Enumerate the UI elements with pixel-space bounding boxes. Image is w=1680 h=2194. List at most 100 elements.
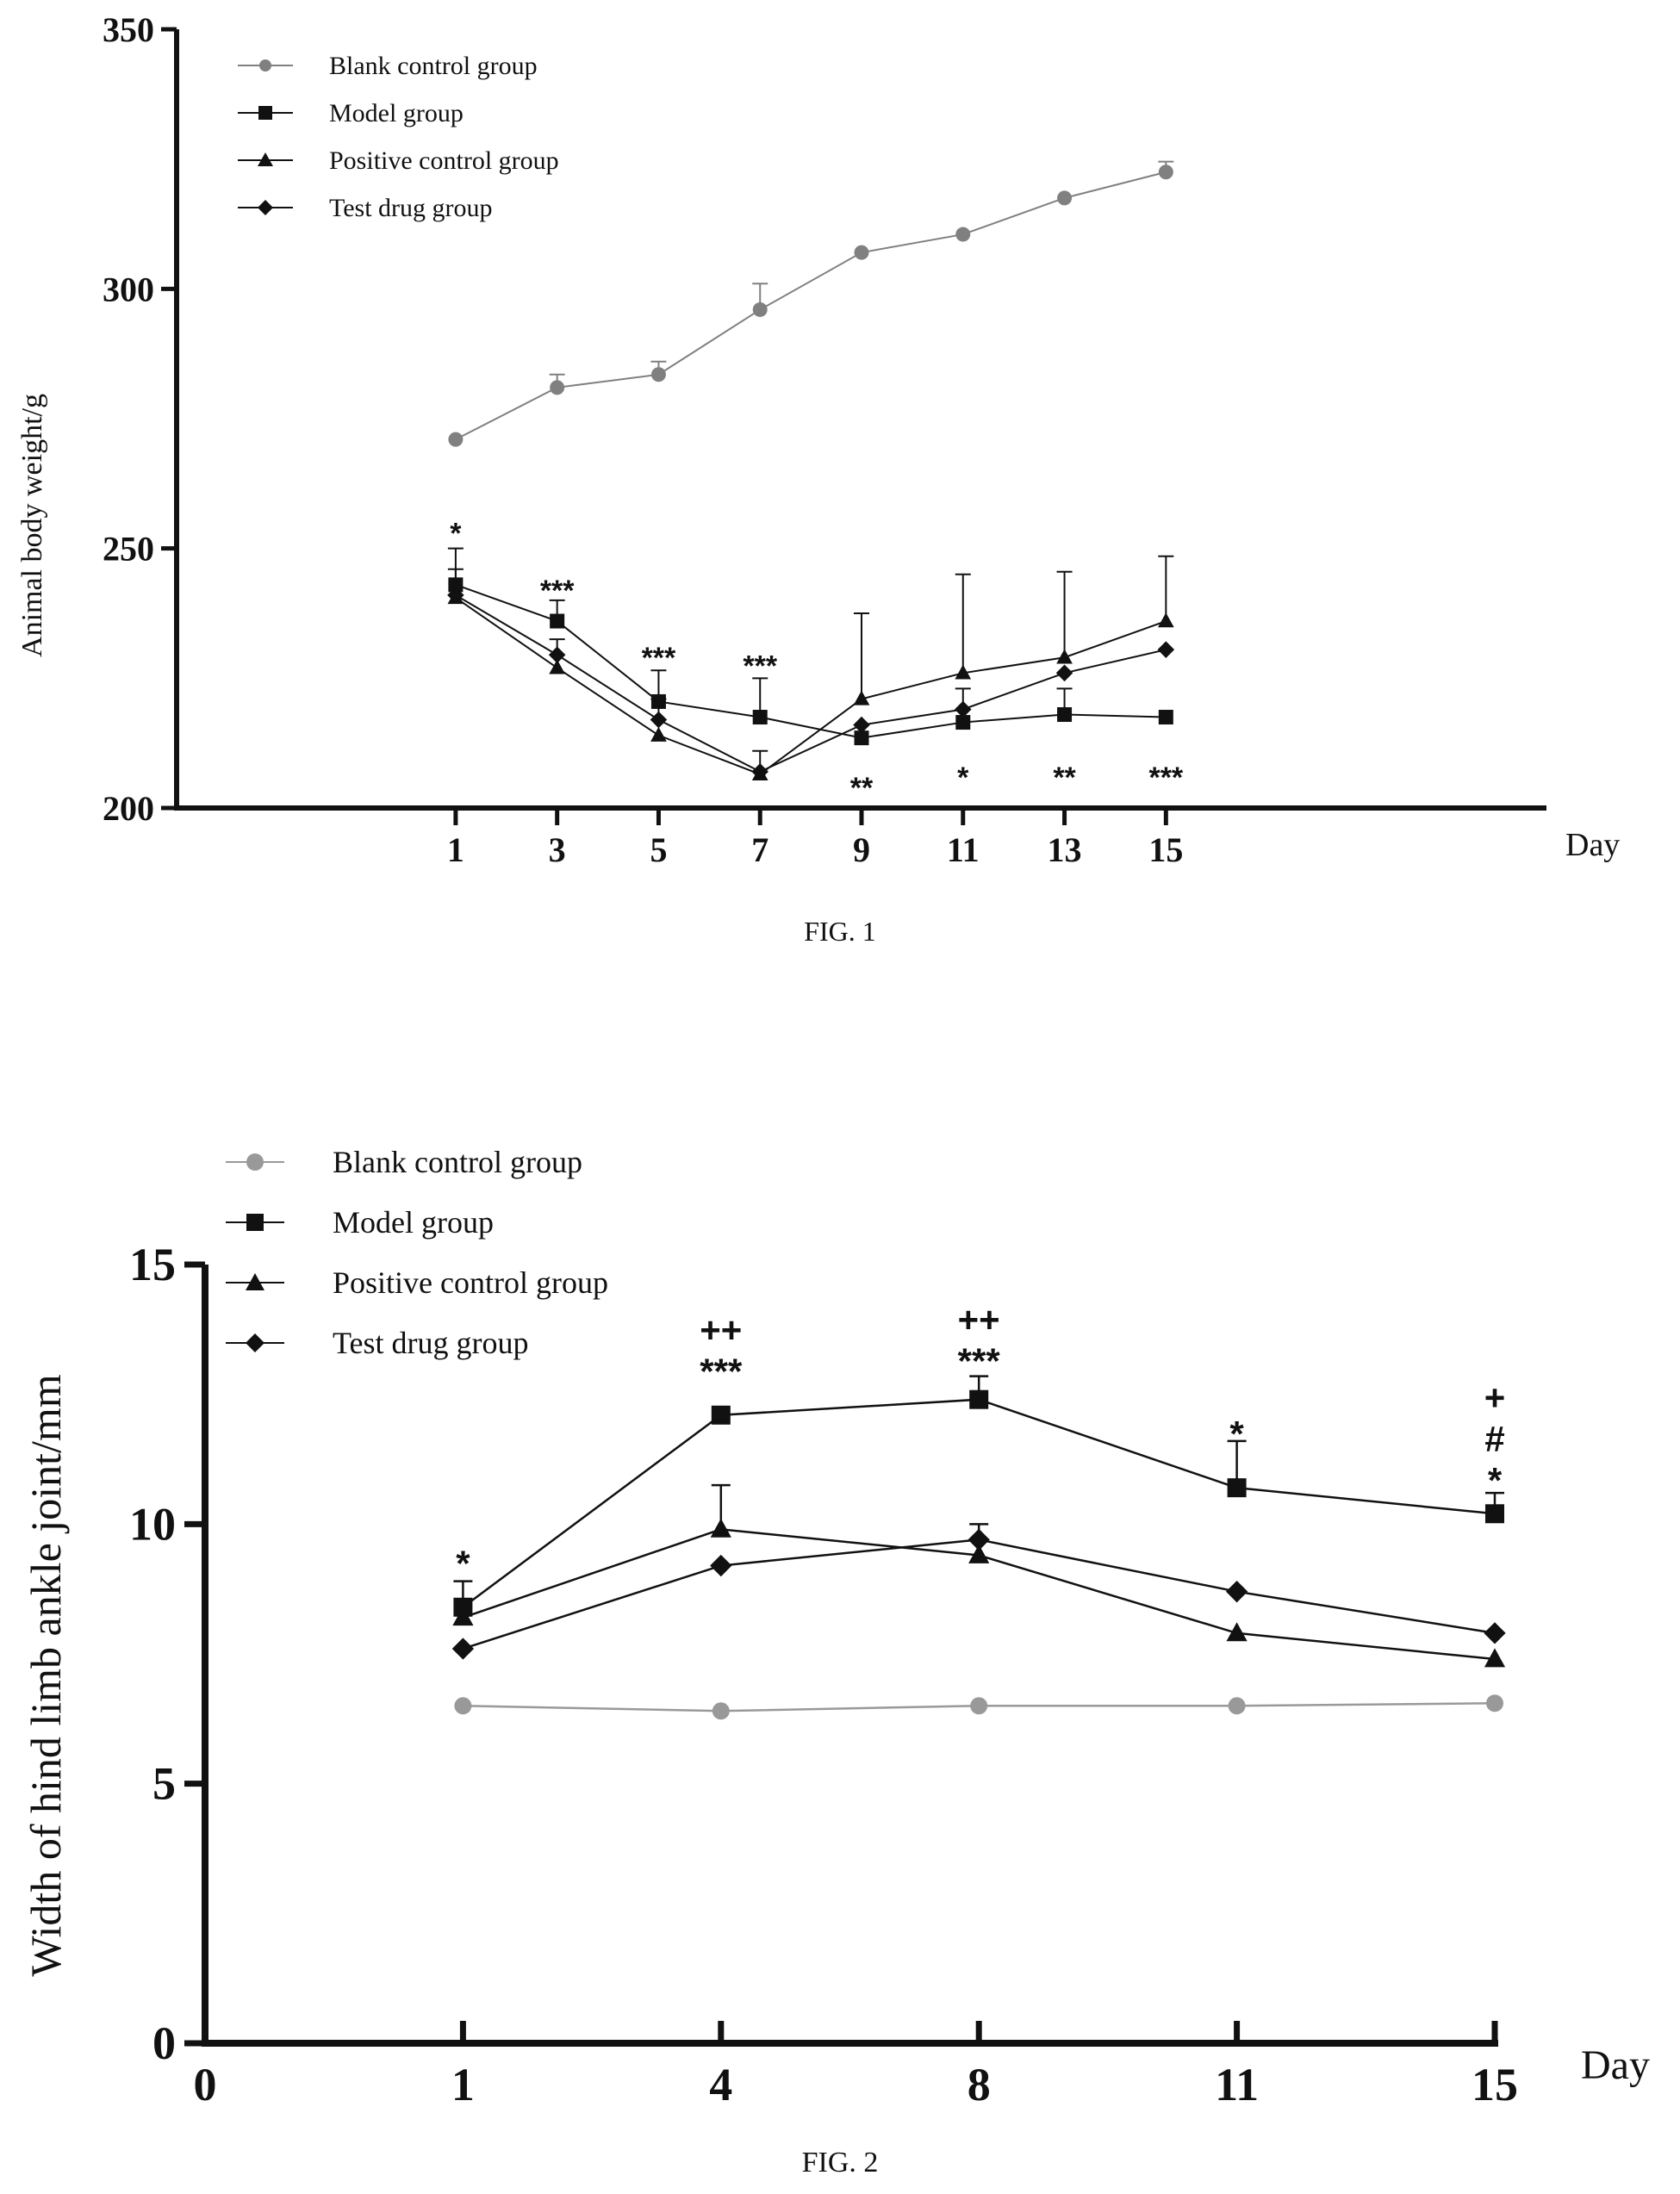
fig2-ylabel: Width of hind limb ankle joint/mm: [22, 1374, 70, 1976]
fig2-positive-control-group-point: [452, 1607, 474, 1626]
fig1-blank-control-group-point: [752, 301, 768, 317]
fig2-x-tick-label: 8: [968, 2059, 991, 2110]
fig1-y-tick-label: 350: [103, 10, 154, 49]
fig2-positive-control-group-point: [968, 1544, 990, 1563]
fig1-positive-control-group-point: [1056, 649, 1073, 664]
fig1-test-drug-group-point: [650, 711, 668, 729]
fig1-legend-marker-diamond: [258, 200, 273, 215]
fig2-positive-control-group-point: [1226, 1622, 1248, 1642]
fig1-blank-control-group-point: [650, 367, 666, 382]
fig2-test-drug-group-point: [968, 1528, 990, 1551]
fig2-significance-label: ++: [958, 1299, 1000, 1339]
fig2-x-tick-label: 15: [1472, 2059, 1518, 2110]
fig1-x-tick-label: 11: [947, 830, 980, 869]
fig2-model-group-line: [462, 1398, 1496, 1608]
fig1-legend-label-test: Test drug group: [329, 194, 493, 222]
fig1-test-drug-group-point: [548, 646, 566, 663]
fig1-model-group-line: [455, 583, 1167, 739]
fig1-xlabel: Day: [1565, 827, 1620, 863]
fig2-y-tick-label: 0: [152, 2017, 176, 2069]
fig2-significance-label: ***: [700, 1352, 743, 1392]
fig2-test-drug-group-point: [710, 1554, 732, 1577]
fig2-xlabel: Day: [1581, 2042, 1650, 2088]
fig1-legend-marker-circle: [259, 59, 271, 71]
fig1-y-tick-label: 250: [103, 530, 154, 569]
fig1-significance-label: ***: [642, 642, 676, 674]
fig1-legend-item-test: Test drug group: [238, 194, 493, 222]
fig1-chart: Blank control group Model group Positive…: [16, 10, 1620, 947]
fig1-positive-control-group-point: [549, 659, 566, 674]
fig2-significance-label: ++: [700, 1310, 742, 1351]
fig2-y-tick-label: 15: [129, 1239, 176, 1290]
fig2-blank-control-group-point: [1228, 1697, 1246, 1715]
fig1-test-drug-group-point: [1055, 664, 1073, 682]
fig1-legend-label-model: Model group: [329, 99, 464, 127]
fig1-legend: Blank control group Model group Positive…: [238, 52, 559, 222]
fig1-legend-label-blank: Blank control group: [329, 52, 538, 80]
fig1-significance-label: **: [1053, 761, 1076, 794]
fig2-x-tick-label: 0: [194, 2059, 217, 2110]
fig2-y-tick-label: 5: [152, 1758, 176, 1810]
fig2-legend: Blank control group Model group Positive…: [226, 1145, 608, 1360]
fig1-model-group-point: [1158, 710, 1173, 725]
fig1-positive-control-group-point: [955, 664, 972, 680]
fig2-significance-label: *: [1229, 1414, 1244, 1454]
fig2-legend-marker-circle: [246, 1153, 264, 1171]
fig2-axes: 0 5 10 15 0 1 4 8 11 15: [129, 1239, 1518, 2110]
fig2-model-group-point: [1485, 1504, 1504, 1524]
fig1-blank-control-group-point: [448, 432, 464, 447]
fig1-blank-control-group-line: [455, 171, 1167, 440]
fig1-legend-item-model: Model group: [238, 99, 464, 127]
fig1-significance-label: ***: [1148, 761, 1183, 794]
fig1-test-drug-group-point: [1157, 641, 1175, 658]
fig2-significance-label: *: [456, 1544, 470, 1584]
fig2-test-drug-group-point: [1484, 1622, 1506, 1644]
fig2-test-drug-group-point: [1225, 1581, 1248, 1603]
fig1-legend-label-positive: Positive control group: [329, 146, 559, 175]
fig1-x-tick-label: 9: [853, 830, 870, 869]
fig1-x-tick-label: 3: [549, 830, 566, 869]
fig2-legend-label-positive: Positive control group: [333, 1265, 608, 1300]
fig1-legend-marker-triangle: [258, 152, 273, 166]
fig2-y-tick-label: 10: [129, 1498, 176, 1550]
fig1-blank-control-group-point: [1057, 190, 1073, 206]
fig2-legend-item-positive: Positive control group: [226, 1265, 608, 1300]
fig1-blank-control-group-point: [550, 380, 565, 395]
fig2-legend-marker-diamond: [246, 1333, 264, 1352]
fig2-x-tick-label: 11: [1215, 2059, 1259, 2110]
fig2-blank-control-group-point: [1486, 1694, 1503, 1712]
fig1-model-group-point: [1057, 707, 1073, 723]
fig1-x-tick-label: 5: [650, 830, 667, 869]
fig2-significance-label: ***: [958, 1340, 1001, 1381]
fig2-blank-control-group-point: [712, 1702, 730, 1720]
fig2-chart: Blank control group Model group Positive…: [22, 1145, 1650, 2178]
fig2-plot-area: *++***++****+#*: [451, 1299, 1506, 1720]
fig2-model-group-point: [1227, 1478, 1247, 1498]
fig1-model-group-point: [854, 730, 869, 746]
fig1-positive-control-group-line: [455, 597, 1167, 775]
fig2-model-group-point: [969, 1389, 989, 1409]
fig2-blank-control-group-point: [454, 1697, 472, 1715]
fig1-blank-control-group-point: [955, 227, 971, 242]
fig1-model-group-point: [550, 613, 565, 629]
fig2-x-tick-label: 1: [451, 2059, 475, 2110]
fig2-legend-label-blank: Blank control group: [333, 1145, 582, 1179]
fig1-significance-label: *: [450, 518, 462, 550]
fig1-legend-marker-square: [258, 106, 272, 120]
fig1-significance-label: ***: [743, 649, 777, 682]
fig1-x-tick-label: 15: [1148, 830, 1183, 869]
fig1-test-drug-group-point: [751, 763, 768, 780]
fig1-positive-control-group-point: [1157, 612, 1174, 628]
fig2-significance-label: +: [1484, 1377, 1506, 1418]
fig1-model-group-point: [955, 715, 971, 730]
fig1-y-tick-label: 200: [103, 789, 154, 828]
fig1-significance-label: *: [957, 761, 969, 794]
fig2-blank-control-group-point: [970, 1697, 988, 1715]
fig2-legend-label-test: Test drug group: [333, 1326, 528, 1360]
fig1-blank-control-group-point: [1158, 165, 1173, 180]
fig2-model-group-point: [711, 1405, 731, 1425]
fig2-positive-control-group-point: [710, 1518, 731, 1538]
fig2-legend-label-model: Model group: [333, 1205, 494, 1240]
